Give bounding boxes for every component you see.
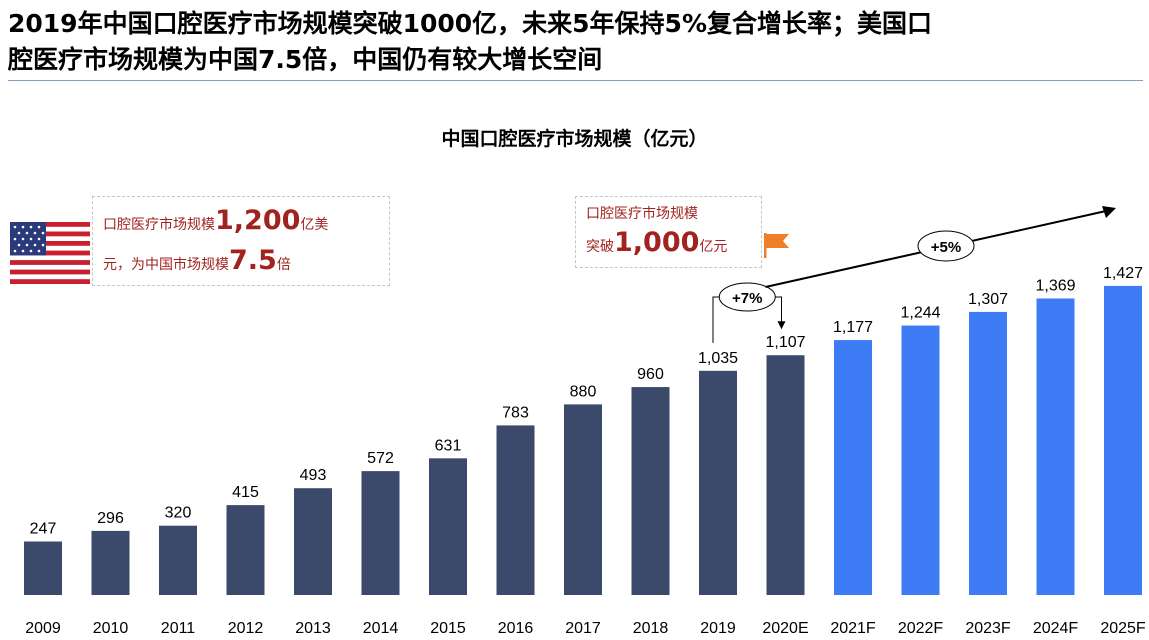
data-label-2010: 296: [97, 510, 124, 527]
bar-2011: [159, 525, 197, 595]
page-headline: 2019年中国口腔医疗市场规模突破1000亿，未来5年保持5%复合增长率；美国口…: [8, 6, 1143, 78]
cn-callout-suffix: 亿元: [699, 239, 728, 255]
cn-callout-prefix: 突破: [586, 239, 614, 255]
x-tick-2012: 2012: [228, 620, 264, 637]
bar-2012: [226, 505, 265, 595]
bar-2023F: [969, 311, 1007, 595]
bar-2015: [429, 458, 467, 595]
headline-divider: [8, 80, 1143, 81]
data-label-2013: 493: [300, 467, 327, 484]
bar-2017: [564, 404, 602, 595]
us-market-callout: 口腔医疗市场规模1,200亿美 元，为中国市场规模7.5倍: [92, 196, 390, 286]
data-label-2015: 631: [435, 437, 462, 454]
bar-2020E: [766, 355, 805, 595]
headline-line-2: 腔医疗市场规模为中国7.5倍，中国仍有较大增长空间: [8, 45, 603, 74]
cn-callout-line-2: 突破1,000亿元: [586, 227, 727, 258]
x-tick-2017: 2017: [565, 620, 601, 637]
x-tick-2020E: 2020E: [762, 620, 808, 637]
bar-2009: [24, 541, 62, 595]
cn-market-callout: 口腔医疗市场规模 突破1,000亿元: [575, 196, 762, 268]
cn-callout-line-1: 口腔医疗市场规模: [586, 206, 698, 222]
data-label-2021F: 1,177: [833, 319, 873, 336]
bar-2024F: [1036, 298, 1075, 595]
x-tick-2018: 2018: [633, 620, 669, 637]
data-label-2022F: 1,244: [900, 305, 940, 322]
x-tick-2010: 2010: [93, 620, 129, 637]
orange-flag-icon: [764, 233, 789, 258]
us-callout-line-2: 元，为中国市场规模7.5倍: [103, 245, 291, 276]
us-callout-line2-suffix: 倍: [276, 257, 291, 273]
data-label-2018: 960: [637, 366, 664, 383]
data-label-2011: 320: [165, 505, 192, 522]
data-label-2017: 880: [570, 383, 597, 400]
bar-2010: [91, 530, 130, 595]
x-tick-2011: 2011: [161, 620, 196, 637]
data-label-2014: 572: [367, 450, 394, 467]
x-tick-2019: 2019: [700, 620, 736, 637]
x-tick-2021F: 2021F: [830, 620, 876, 637]
us-market-amount: 1,200: [215, 205, 301, 236]
bar-2018: [631, 387, 670, 595]
data-label-2024F: 1,369: [1035, 277, 1075, 294]
bar-2013: [294, 488, 332, 595]
x-tick-2023F: 2023F: [965, 620, 1011, 637]
data-label-2019: 1,035: [698, 350, 738, 367]
x-tick-2014: 2014: [363, 620, 399, 637]
x-tick-2009: 2009: [25, 620, 61, 637]
growth-oval-historical: [718, 282, 776, 312]
x-tick-2024F: 2024F: [1033, 620, 1079, 637]
arrow-icon: [777, 321, 786, 330]
growth-oval-forecast: [917, 230, 975, 262]
data-label-2016: 783: [502, 404, 529, 421]
x-tick-2022F: 2022F: [898, 620, 944, 637]
bar-2019: [699, 370, 737, 595]
us-callout-unit: 亿美: [300, 217, 329, 233]
bar-2016: [496, 425, 535, 595]
trend-arrow-head: [1102, 206, 1116, 218]
us-callout-line2-prefix: 元，为中国市场规模: [103, 257, 229, 273]
cn-market-amount: 1,000: [614, 227, 700, 258]
data-label-2012: 415: [232, 484, 259, 501]
growth-label-historical: +7%: [732, 290, 762, 307]
bar-2022F: [901, 325, 940, 595]
bar-2025F: [1104, 285, 1142, 595]
us-callout-line-1: 口腔医疗市场规模1,200亿美: [103, 205, 328, 236]
x-tick-2013: 2013: [295, 620, 331, 637]
us-callout-prefix: 口腔医疗市场规模: [103, 217, 215, 233]
x-tick-2025F: 2025F: [1100, 620, 1146, 637]
growth-label-forecast: +5%: [931, 239, 961, 256]
bar-2021F: [834, 340, 872, 595]
data-label-2009: 247: [30, 520, 57, 537]
data-label-2025F: 1,427: [1103, 265, 1143, 282]
data-label-2023F: 1,307: [968, 291, 1008, 308]
bar-2014: [361, 471, 400, 595]
chart-title: 中国口腔医疗市场规模（亿元）: [441, 128, 708, 150]
us-market-multiple: 7.5: [229, 245, 277, 276]
headline-line-1: 2019年中国口腔医疗市场规模突破1000亿，未来5年保持5%复合增长率；美国口: [8, 9, 933, 38]
us-flag-icon: [10, 222, 90, 284]
data-label-2020E: 1,107: [765, 334, 805, 351]
x-tick-2015: 2015: [430, 620, 466, 637]
x-tick-2016: 2016: [498, 620, 534, 637]
